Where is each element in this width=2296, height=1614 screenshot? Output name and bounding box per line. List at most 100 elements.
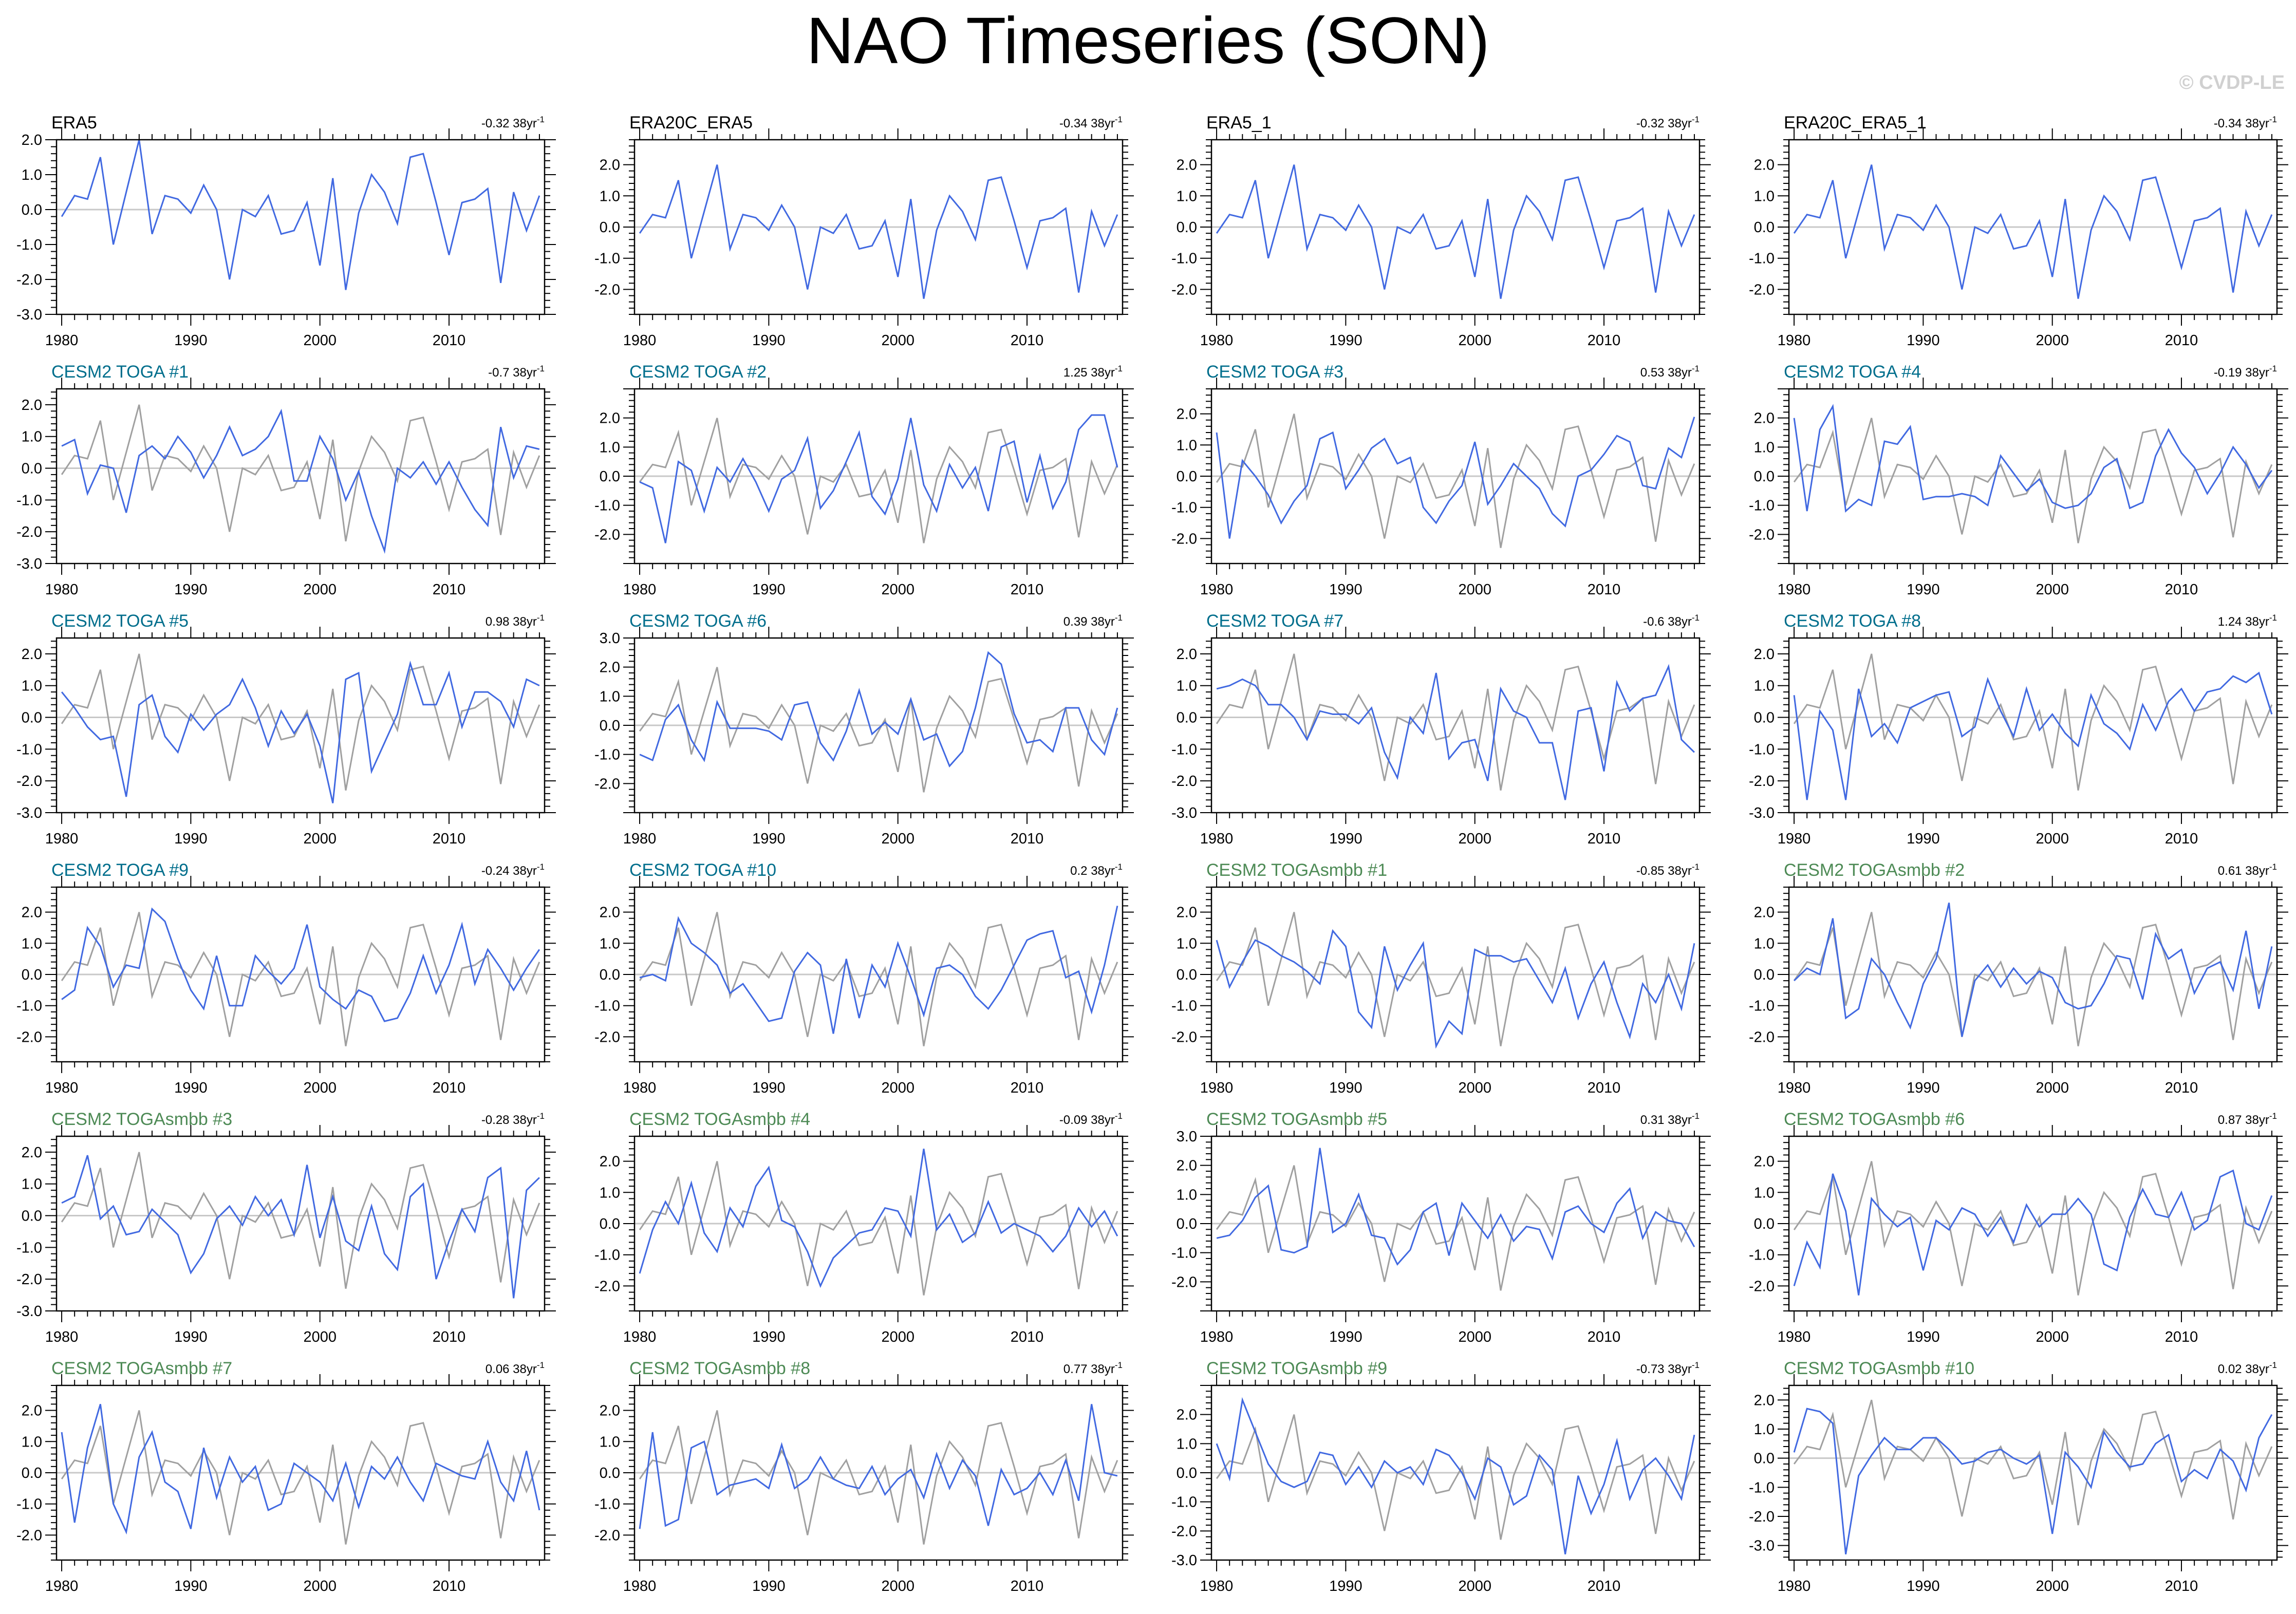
y-tick-label: -1.0 <box>1171 1494 1197 1511</box>
y-tick-label: 2.0 <box>1177 905 1197 921</box>
panel-title: ERA5 <box>51 113 97 133</box>
x-tick-label: 2010 <box>433 1329 466 1345</box>
obs-series-line <box>1793 1161 2273 1296</box>
panel-7: CESM2 TOGA #3 0.53 38yr-1 -2.0 -1.0 0.0 1.0 2.… <box>1171 362 1711 598</box>
y-tick-label: -2.0 <box>16 524 42 540</box>
watermark: © CVDP-LE <box>2179 72 2285 93</box>
x-tick-label: 1990 <box>174 1578 208 1594</box>
y-tick-label: -2.0 <box>16 1271 42 1288</box>
trend-label: -0.85 38yr-1 <box>1636 862 1700 878</box>
y-tick-label: -1.0 <box>1749 251 1775 267</box>
panel-8: CESM2 TOGA #4 -0.19 38yr-1 -2.0 -1.0 0.0 1.0 2… <box>1749 362 2288 598</box>
x-tick-label: 2000 <box>1458 831 1491 847</box>
x-tick-label: 2000 <box>303 1329 337 1345</box>
y-tick-label: 2.0 <box>1754 1392 1775 1409</box>
plot-frame <box>1788 1135 2278 1312</box>
y-tick-label: -1.0 <box>1171 251 1197 267</box>
y-tick-label: -1.0 <box>16 1496 42 1513</box>
plot-frame <box>1210 1384 1701 1561</box>
y-tick-label: 0.0 <box>1754 219 1775 236</box>
model-series-line <box>639 164 1118 299</box>
trend-label: 0.87 38yr-1 <box>2218 1111 2277 1127</box>
panel-6: CESM2 TOGA #2 1.25 38yr-1 -2.0 -1.0 0.0 1.0 2.… <box>594 362 1134 598</box>
y-tick-label: 1.0 <box>1754 935 1775 952</box>
y-tick-label: 2.0 <box>1754 905 1775 921</box>
y-tick-label: -2.0 <box>1749 773 1775 790</box>
plot-frame <box>633 139 1124 315</box>
obs-series-line <box>1793 653 2273 791</box>
x-tick-label: 2000 <box>1458 1080 1491 1096</box>
y-tick-label: -1.0 <box>1749 998 1775 1015</box>
y-tick-label: 1.0 <box>600 439 620 456</box>
x-tick-label: 1980 <box>1200 831 1234 847</box>
obs-series-line <box>1793 1399 2273 1526</box>
x-tick-label: 2000 <box>2036 1080 2069 1096</box>
obs-series-line <box>61 1152 540 1289</box>
y-tick-label: 0.0 <box>1754 1216 1775 1232</box>
x-tick-label: 2010 <box>433 1578 466 1594</box>
panel-9: CESM2 TOGA #5 0.98 38yr-1 -3.0 -2.0 -1.0 0.0 1… <box>16 611 556 847</box>
trend-label: 0.39 38yr-1 <box>1063 613 1123 629</box>
y-tick-label: -2.0 <box>1171 773 1197 790</box>
panel-title: CESM2 TOGAsmbb #7 <box>51 1359 232 1378</box>
y-tick-label: 2.0 <box>600 157 620 174</box>
y-tick-label: -2.0 <box>16 773 42 790</box>
y-tick-label: -1.0 <box>1171 741 1197 758</box>
model-series-line <box>1793 404 2273 513</box>
obs-series-line <box>1216 414 1695 548</box>
x-tick-label: 2010 <box>2165 1329 2198 1345</box>
y-tick-label: 0.0 <box>1177 967 1197 983</box>
panel-title: CESM2 TOGA #10 <box>629 860 776 880</box>
obs-series-line <box>61 912 540 1046</box>
y-tick-label: -3.0 <box>1749 1538 1775 1554</box>
y-tick-label: 1.0 <box>22 167 42 183</box>
x-tick-label: 2010 <box>1588 581 1621 598</box>
trend-label: -0.34 38yr-1 <box>1059 115 1123 130</box>
y-tick-label: -2.0 <box>1749 1509 1775 1525</box>
y-tick-label: 0.0 <box>1754 710 1775 726</box>
y-tick-label: 2.0 <box>22 132 42 148</box>
x-tick-label: 1980 <box>1778 332 1811 349</box>
x-tick-label: 2000 <box>2036 332 2069 349</box>
x-tick-label: 1990 <box>174 332 208 349</box>
panel-19: CESM2 TOGAsmbb #5 0.31 38yr-1 -2.0 -1.0 0.0 1… <box>1171 1110 1711 1345</box>
x-tick-label: 2010 <box>1588 831 1621 847</box>
trend-label: 1.25 38yr-1 <box>1063 364 1123 380</box>
x-tick-label: 1980 <box>1778 831 1811 847</box>
x-tick-label: 1990 <box>1329 332 1362 349</box>
y-tick-label: 2.0 <box>1177 157 1197 174</box>
model-series-line <box>639 1404 1118 1529</box>
panel-title: CESM2 TOGA #3 <box>1206 362 1343 382</box>
y-tick-label: 2.0 <box>1177 646 1197 663</box>
x-tick-label: 2000 <box>303 332 337 349</box>
x-tick-label: 2010 <box>1011 1080 1044 1096</box>
panel-title: CESM2 TOGAsmbb #5 <box>1206 1110 1387 1129</box>
x-tick-label: 1990 <box>174 581 208 598</box>
panel-2: ERA20C_ERA5 -0.34 38yr-1 -2.0 -1.0 0.0 1.0 2.0… <box>594 113 1134 349</box>
y-tick-label: 0.0 <box>1754 967 1775 983</box>
y-tick-label: -2.0 <box>1171 1029 1197 1045</box>
y-tick-label: 1.0 <box>1177 1436 1197 1452</box>
x-tick-label: 1980 <box>623 332 657 349</box>
panel-title: ERA20C_ERA5 <box>629 113 753 133</box>
panel-10: CESM2 TOGA #6 0.39 38yr-1 -2.0 -1.0 0.0 1.0 2.… <box>594 611 1134 847</box>
x-tick-label: 1980 <box>1778 1080 1811 1096</box>
y-tick-label: -2.0 <box>1171 531 1197 547</box>
y-tick-label: -2.0 <box>1171 1274 1197 1290</box>
x-tick-label: 1980 <box>1778 581 1811 598</box>
panel-title: CESM2 TOGAsmbb #1 <box>1206 860 1387 880</box>
plot-frame <box>1788 388 2278 565</box>
panel-title: CESM2 TOGA #6 <box>629 611 767 631</box>
x-tick-label: 2010 <box>1011 581 1044 598</box>
panel-11: CESM2 TOGA #7 -0.6 38yr-1 -3.0 -2.0 -1.0 0.0 1… <box>1171 611 1711 847</box>
x-tick-label: 2010 <box>433 332 466 349</box>
x-tick-label: 1990 <box>1907 581 1940 598</box>
trend-label: -0.6 38yr-1 <box>1643 613 1700 629</box>
y-tick-label: -3.0 <box>16 805 42 821</box>
panel-title: CESM2 TOGA #4 <box>1784 362 1921 382</box>
x-tick-label: 2000 <box>2036 1329 2069 1345</box>
y-tick-label: 1.0 <box>22 1434 42 1450</box>
y-tick-label: 1.0 <box>1754 188 1775 204</box>
x-tick-label: 1990 <box>752 581 786 598</box>
x-tick-label: 1980 <box>1200 581 1234 598</box>
